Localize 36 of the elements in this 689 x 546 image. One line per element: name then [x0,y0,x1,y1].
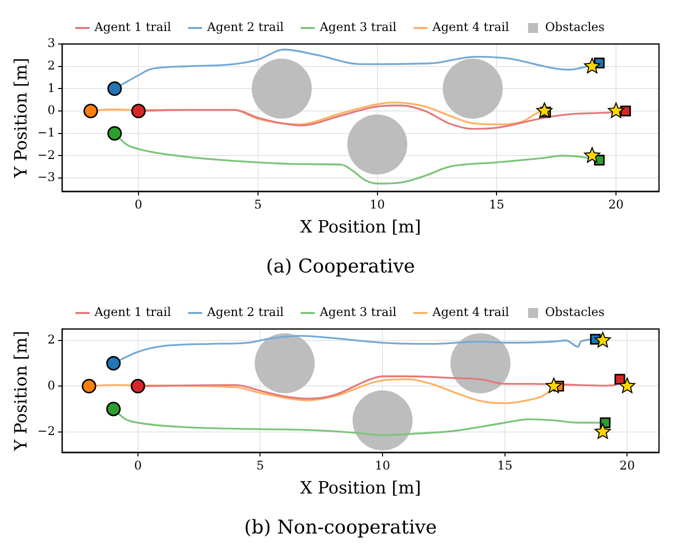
x-tick-label: 20 [620,458,635,473]
y-axis-title: Y Position [m] [12,330,32,452]
legend-label: Agent 2 trail [206,305,284,320]
x-tick-label: 0 [134,458,142,473]
legend-label: Obstacles [545,20,605,34]
x-axis-title: X Position [m] [300,478,421,498]
legend-label: Agent 4 trail [431,20,510,34]
y-tick-label: −1 [37,125,56,140]
y-tick-label: 0 [47,103,56,118]
y-tick-label: 3 [47,36,56,50]
legend-label: Agent 2 trail [206,20,284,34]
x-tick-label: 10 [374,458,390,473]
x-tick-label: 15 [489,198,504,212]
x-tick-label: 5 [256,458,264,473]
legend-label: Obstacles [545,305,605,320]
legend-label: Agent 1 trail [93,305,172,320]
x-tick-label: 10 [370,198,385,212]
x-tick-label: 5 [254,198,262,212]
y-axis-title: Y Position [m] [12,58,32,179]
y-tick-label: 0 [47,378,56,392]
y-tick-label: 2 [47,332,56,347]
text: (b) Non-cooperative [244,516,437,539]
legend-label: Agent 4 trail [431,305,510,320]
x-axis-title: X Position [m] [300,217,421,238]
x-tick-label: 15 [497,458,513,473]
x-tick-label: 0 [134,198,142,212]
y-tick-label: −3 [37,170,56,184]
y-tick-label: 2 [47,58,56,72]
y-tick-label: −2 [37,424,56,438]
legend-label: Agent 3 trail [318,305,397,320]
y-tick-label: 1 [47,80,56,95]
y-tick-label: −2 [37,148,56,162]
text: (a) Cooperative [266,256,416,278]
legend-label: Agent 1 trail [93,20,172,34]
legend-label: Agent 3 trail [318,20,397,34]
x-tick-label: 20 [608,198,624,212]
